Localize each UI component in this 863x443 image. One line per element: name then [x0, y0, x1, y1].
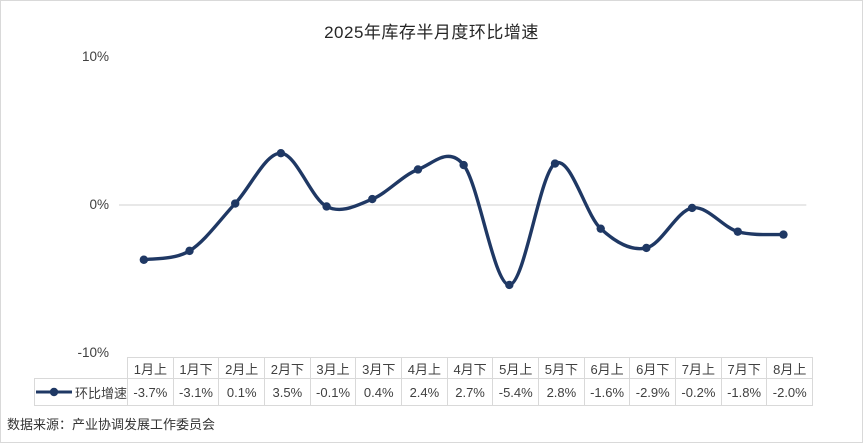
- category-header-cell: 6月上: [583, 357, 631, 379]
- data-point-marker: [368, 194, 377, 204]
- category-header-cell: 5月上: [492, 357, 540, 379]
- value-cell: 2.7%: [446, 378, 494, 406]
- y-axis-tick-label: 10%: [81, 49, 109, 64]
- category-header-cell: 5月下: [538, 357, 585, 379]
- data-point-marker: [687, 203, 697, 213]
- value-cell: -0.2%: [675, 378, 722, 406]
- category-header-cell: 4月上: [401, 357, 448, 379]
- data-point-marker: [276, 149, 286, 158]
- data-point-marker: [779, 230, 788, 239]
- category-header-cell: 7月上: [675, 357, 722, 379]
- value-cell: -2.0%: [766, 378, 814, 406]
- category-header-cell: 3月上: [309, 357, 357, 379]
- legend-line-marker-icon: [36, 387, 72, 397]
- category-header-cell: 1月下: [172, 357, 220, 379]
- chart-title: 2025年库存半月度环比增速: [324, 23, 539, 42]
- category-header-cell: 7月下: [720, 357, 768, 379]
- category-header-cell: 1月上: [127, 357, 174, 379]
- value-cell: -3.7%: [127, 378, 174, 406]
- data-point-marker: [550, 159, 560, 168]
- value-cell: 2.4%: [401, 378, 448, 406]
- data-point-marker: [139, 255, 149, 264]
- category-header-cell: 6月下: [629, 357, 677, 379]
- y-axis-tick-label: -10%: [77, 345, 109, 360]
- series-value-row: 环比增速 -3.7% -3.1% 0.1% 3.5% -0.1% 0.4% 2.4% 2.7%…: [33, 378, 814, 406]
- data-point-marker: [505, 280, 514, 290]
- data-point-marker: [231, 199, 240, 208]
- value-cell: -5.4%: [492, 378, 540, 406]
- category-header-cell: 2月上: [218, 357, 266, 379]
- legend-cell: 环比增速: [33, 378, 129, 406]
- value-cell: -2.9%: [629, 378, 677, 406]
- data-point-marker: [642, 243, 651, 253]
- chart-data-table: 1月上 1月下 2月上 2月下 3月上 3月下 4月上 4月下 5月上 5月下 6月上 6月下 7月上 7…: [33, 357, 814, 406]
- value-cell: 2.8%: [538, 378, 585, 406]
- series-line: [142, 151, 786, 287]
- data-point-marker: [733, 227, 742, 236]
- category-header-cell: 8月上: [766, 357, 814, 379]
- category-header-cell: 4月下: [446, 357, 494, 379]
- category-header-cell: 3月下: [355, 357, 403, 379]
- data-point-marker: [185, 246, 194, 256]
- data-source-note: 数据来源：产业协调发展工作委员会: [7, 417, 216, 432]
- y-axis-tick-label: 0%: [89, 197, 109, 212]
- data-point-marker: [459, 160, 468, 170]
- table-corner-spacer: [35, 358, 128, 379]
- data-point-marker: [596, 224, 605, 233]
- category-header-row: 1月上 1月下 2月上 2月下 3月上 3月下 4月上 4月下 5月上 5月下 6月上 6月下 7月上 7…: [35, 357, 814, 379]
- value-cell: -0.1%: [309, 378, 357, 406]
- value-cell: -3.1%: [172, 378, 220, 406]
- value-cell: -1.8%: [720, 378, 768, 406]
- value-cell: -1.6%: [583, 378, 631, 406]
- data-point-marker: [413, 165, 423, 174]
- series-name-label: 环比增速: [75, 385, 128, 401]
- value-cell: 0.4%: [355, 378, 403, 406]
- data-point-marker: [322, 202, 331, 211]
- value-cell: 0.1%: [218, 378, 266, 406]
- category-header-cell: 2月下: [264, 357, 311, 379]
- value-cell: 3.5%: [264, 378, 311, 406]
